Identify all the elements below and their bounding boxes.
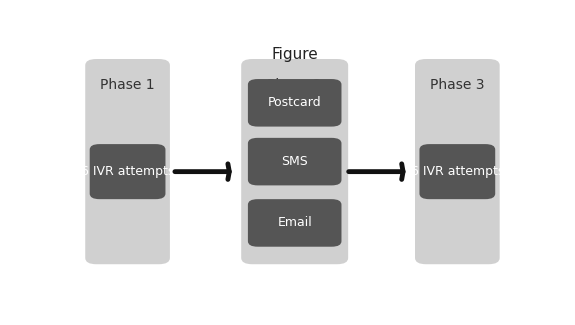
FancyBboxPatch shape <box>420 144 495 199</box>
Text: Email: Email <box>277 216 312 229</box>
Text: SMS: SMS <box>281 155 308 168</box>
FancyBboxPatch shape <box>85 59 170 264</box>
Text: Phase 3: Phase 3 <box>430 78 485 92</box>
FancyBboxPatch shape <box>415 59 500 264</box>
Text: Phase 1: Phase 1 <box>100 78 155 92</box>
FancyBboxPatch shape <box>90 144 166 199</box>
Text: 6 IVR attempts: 6 IVR attempts <box>411 165 504 178</box>
Text: Figure: Figure <box>271 46 318 61</box>
FancyBboxPatch shape <box>242 59 348 264</box>
FancyBboxPatch shape <box>248 199 342 247</box>
FancyBboxPatch shape <box>248 138 342 185</box>
Text: 6 IVR attempts: 6 IVR attempts <box>81 165 174 178</box>
Text: Phase 2: Phase 2 <box>267 78 322 92</box>
FancyBboxPatch shape <box>248 79 342 127</box>
Text: Postcard: Postcard <box>268 96 321 109</box>
